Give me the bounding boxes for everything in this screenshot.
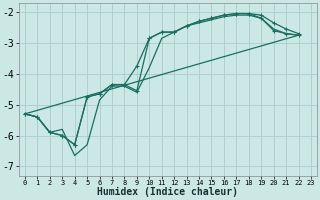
X-axis label: Humidex (Indice chaleur): Humidex (Indice chaleur) [98, 187, 238, 197]
